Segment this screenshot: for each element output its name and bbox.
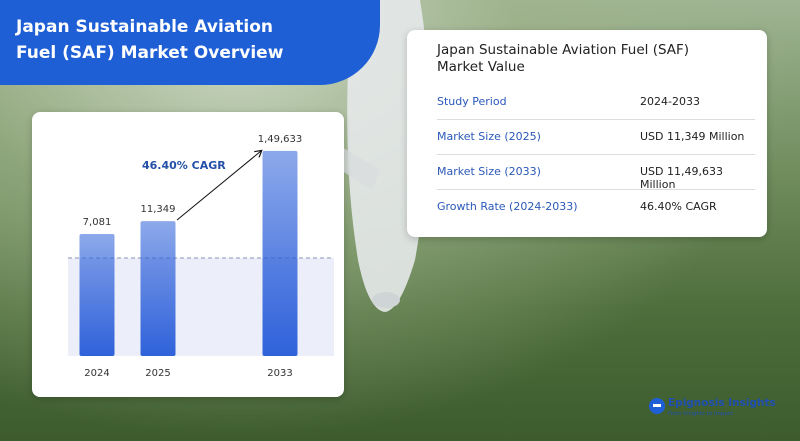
table-row: Market Size (2033) USD 11,49,633 Million xyxy=(437,154,757,191)
x-tick-label: 2025 xyxy=(145,368,170,379)
row-label: Market Size (2033) xyxy=(437,165,541,178)
row-separator xyxy=(437,154,755,155)
x-tick-label: 2033 xyxy=(267,368,292,379)
chart-card: 46.40% CAGR 7,081 2024 11,349 2025 1,49,633 2… xyxy=(32,112,344,397)
brand-name: Epignosis Insights xyxy=(668,397,776,409)
row-separator xyxy=(437,189,755,190)
table-row: Market Size (2025) USD 11,349 Million xyxy=(437,119,757,154)
row-value: 2024-2033 xyxy=(640,95,700,108)
row-label: Study Period xyxy=(437,95,507,108)
x-tick-label: 2024 xyxy=(84,368,109,379)
brand-logo xyxy=(649,398,665,414)
table-card: Japan Sustainable Aviation Fuel (SAF) Ma… xyxy=(407,30,767,237)
row-value: 46.40% CAGR xyxy=(640,200,717,213)
bar xyxy=(79,233,115,356)
cagr-arrow xyxy=(176,151,261,221)
chart: 46.40% CAGR 7,081 2024 11,349 2025 1,49,633 2… xyxy=(68,134,334,379)
banner: Japan Sustainable Aviation Fuel (SAF) Ma… xyxy=(0,0,380,85)
page-title: Japan Sustainable Aviation Fuel (SAF) Ma… xyxy=(16,17,284,63)
brand-tagline: From Insights to Impact xyxy=(668,411,733,417)
value-label: 11,349 xyxy=(141,204,176,215)
row-label: Market Size (2025) xyxy=(437,130,541,143)
row-value: USD 11,49,633 Million xyxy=(640,165,723,191)
row-label: Growth Rate (2024-2033) xyxy=(437,200,578,213)
value-label: 1,49,633 xyxy=(258,134,303,145)
table-row: Study Period 2024-2033 xyxy=(437,84,757,119)
cagr-label: 46.40% CAGR xyxy=(142,159,226,172)
value-label: 7,081 xyxy=(83,217,112,228)
row-separator xyxy=(437,119,755,120)
brand: Epignosis Insights From Insights to Impa… xyxy=(648,396,776,420)
bar xyxy=(262,150,298,356)
row-value: USD 11,349 Million xyxy=(640,130,745,143)
table-title: Japan Sustainable Aviation Fuel (SAF) Ma… xyxy=(437,42,690,75)
bar xyxy=(140,221,176,356)
table-row: Growth Rate (2024-2033) 46.40% CAGR xyxy=(437,189,757,224)
